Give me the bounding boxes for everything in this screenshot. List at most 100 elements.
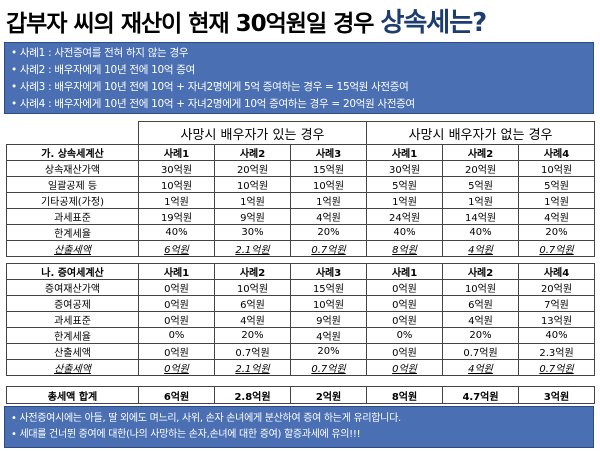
table-cell: 7억원 <box>518 295 595 312</box>
column-header: 사례2 <box>442 263 519 280</box>
notes-box: • 사전증여시에는 아들, 딸 외에도 며느리, 사위, 손자 손녀에게 분산하… <box>4 406 594 448</box>
table-cell: 6억원 <box>442 295 519 312</box>
row-label: 과세표준 <box>6 208 139 225</box>
table-cell: 2.1억원 <box>214 359 291 376</box>
page-title: 갑부자 씨의 재산이 현재 30억원일 경우 상속세는? <box>6 2 596 40</box>
table-cell: 10억원 <box>214 176 291 193</box>
table-cell: 0억원 <box>138 279 215 296</box>
column-header: 사례2 <box>214 144 291 161</box>
table-cell: 9억원 <box>290 311 367 328</box>
table-cell: 0억원 <box>366 311 443 328</box>
row-label: 산출세액 <box>6 240 139 257</box>
column-header: 사례2 <box>442 144 520 161</box>
table-cell: 4억원 <box>518 208 596 225</box>
note-item-1: • 사전증여시에는 아들, 딸 외에도 며느리, 사위, 손자 손녀에게 분산하… <box>11 413 401 424</box>
table-cell: 1억원 <box>214 192 291 209</box>
table-cell: 0% <box>366 327 443 344</box>
row-label: 산출세액 <box>6 343 139 360</box>
column-header: 사례1 <box>138 144 215 161</box>
column-header: 사례1 <box>366 263 443 280</box>
table-cell: 5억원 <box>442 176 520 193</box>
case-item-4: • 사례4 : 배우자에게 10년 전에 10억 + 자녀2명에게 10억 증여… <box>11 98 415 110</box>
calc-row: 산출세액 6억원 2.1억원 0.7억원 8억원 4억원 0.7억원 <box>6 240 596 257</box>
case-item-1: • 사례1 : 사전증여를 전혀 하지 않는 경우 <box>11 47 189 59</box>
row-label: 기타공제(가정) <box>6 192 139 209</box>
table-cell: 5억원 <box>366 176 444 193</box>
column-header: 사례3 <box>290 263 367 280</box>
row-label: 한계세율 <box>6 224 139 241</box>
table-cell: 10억원 <box>214 279 291 296</box>
table-cell: 2억원 <box>290 386 367 404</box>
title-main: 갑부자 씨의 재산이 현재 30억원일 경우 <box>6 11 374 37</box>
table-cell: 4억원 <box>289 208 368 225</box>
column-header: 사례4 <box>518 263 595 280</box>
table-cell: 19억원 <box>138 208 215 225</box>
table-cell: 15억원 <box>289 160 368 177</box>
group-header-with-spouse: 사망시 배우자가 있는 경우 <box>137 121 368 145</box>
table-cell: 20% <box>290 343 367 360</box>
table-cell: 40% <box>366 224 444 241</box>
table-cell: 40% <box>138 224 215 241</box>
row-label: 상속재산가액 <box>6 160 139 177</box>
calc-row: 산출세액 0억원 2.1억원 0.7억원 0억원 4억원 0.7억원 <box>6 359 595 376</box>
table-cell: 4억원 <box>442 359 519 376</box>
table-cell: 20억원 <box>442 160 520 177</box>
table-cell: 40% <box>518 327 595 344</box>
table-cell: 0.7억원 <box>214 343 291 360</box>
table-cell: 9억원 <box>214 208 291 225</box>
table-cell: 0억원 <box>366 343 443 360</box>
table-cell: 6억원 <box>214 295 291 312</box>
table-cell: 6억원 <box>138 240 215 257</box>
table-cell: 0억원 <box>366 359 443 376</box>
table-cell: 0.7억원 <box>442 343 519 360</box>
case-item-2: • 사례2 : 배우자에게 10년 전에 10억 증여 <box>11 64 195 76</box>
inheritance-tax-table: 사망시 배우자가 있는 경우 사망시 배우자가 없는 경우 가. 상속세계산 사… <box>6 121 596 257</box>
column-header: 사례4 <box>518 144 596 161</box>
row-label: 증여재산가액 <box>6 279 139 296</box>
row-label: 한계세율 <box>6 327 139 344</box>
table-cell: 0% <box>138 327 215 344</box>
table-cell: 0억원 <box>138 343 215 360</box>
note-item-2: • 세대를 건너뛴 증여에 대한(나의 사망하는 손자,손녀에 대한 증여) 할… <box>11 429 361 440</box>
table-row: 산출세액 0억원 0.7억원 20% 0억원 0.7억원 2.3억원 <box>6 343 595 360</box>
table-cell: 0억원 <box>138 295 215 312</box>
table-cell: 2.1억원 <box>214 240 291 257</box>
table-cell: 14억원 <box>442 208 520 225</box>
table-cell: 4억원 <box>290 327 367 344</box>
table-cell: 20% <box>518 224 596 241</box>
table-cell: 30억원 <box>138 160 215 177</box>
column-header: 사례1 <box>366 144 444 161</box>
table-cell: 20% <box>442 327 519 344</box>
table-cell: 5억원 <box>518 176 596 193</box>
table-cell: 4억원 <box>442 240 520 257</box>
row-label: 일괄공제 등 <box>6 176 139 193</box>
table-cell: 4억원 <box>442 311 519 328</box>
table-cell: 4.7억원 <box>442 386 519 404</box>
section-label: 나. 증여세계산 <box>6 263 139 280</box>
case-description-box: • 사례1 : 사전증여를 전혀 하지 않는 경우 • 사례2 : 배우자에게 … <box>4 42 594 114</box>
table-cell: 10억원 <box>290 295 367 312</box>
row-label: 과세표준 <box>6 311 139 328</box>
table-cell: 0억원 <box>366 279 443 296</box>
table-cell: 0.7억원 <box>289 240 368 257</box>
table-cell: 30% <box>214 224 291 241</box>
title-emphasis: 상속세는? <box>380 8 487 38</box>
table-cell: 1억원 <box>442 192 520 209</box>
table-cell: 8억원 <box>366 386 443 404</box>
column-header: 사례3 <box>289 144 368 161</box>
table-cell: 40% <box>442 224 520 241</box>
section-label: 가. 상속세계산 <box>6 144 139 161</box>
table-cell: 20% <box>214 327 291 344</box>
table-cell: 0억원 <box>138 359 215 376</box>
table-cell: 1억원 <box>138 192 215 209</box>
table-cell: 30억원 <box>366 160 444 177</box>
row-label: 증여공제 <box>6 295 139 312</box>
table-cell: 2.3억원 <box>518 343 595 360</box>
total-row: 총세액 합계 6억원 2.8억원 2억원 8억원 4.7억원 3억원 <box>6 386 595 404</box>
table-cell: 20억원 <box>214 160 291 177</box>
table-cell: 1억원 <box>518 192 596 209</box>
table-cell: 1억원 <box>289 192 368 209</box>
table-row: 과세표준 19억원 9억원 4억원 24억원 14억원 4억원 <box>6 208 596 225</box>
table-cell: 24억원 <box>366 208 444 225</box>
table-cell: 20% <box>289 224 368 241</box>
